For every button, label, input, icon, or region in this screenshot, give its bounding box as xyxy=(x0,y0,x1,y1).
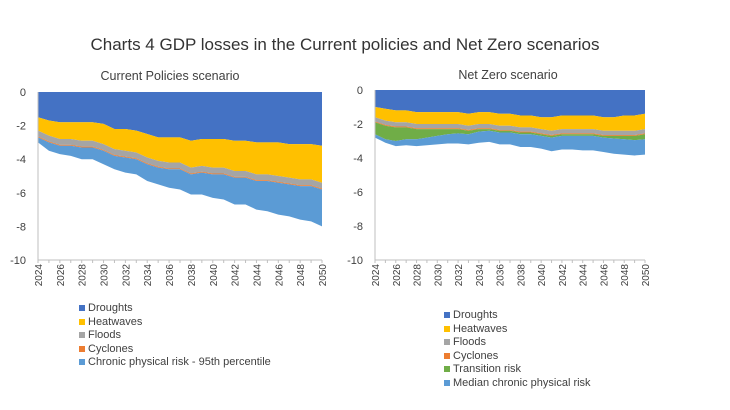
y-tick-label: -4 xyxy=(353,153,363,165)
x-tick-label: 2028 xyxy=(413,264,424,287)
x-tick-label: 2034 xyxy=(475,264,486,287)
legend-label: Median chronic physical risk xyxy=(453,376,591,389)
legend-label: Cyclones xyxy=(88,342,134,355)
x-tick-label: 2032 xyxy=(121,264,132,287)
x-tick-label: 2048 xyxy=(620,264,631,287)
y-tick-label: -10 xyxy=(347,255,363,267)
x-tick-label: 2042 xyxy=(231,264,242,287)
area-heatwaves xyxy=(38,117,322,183)
legend-swatch xyxy=(444,366,450,372)
legend-label: Chronic physical risk - 95th percentile xyxy=(88,356,271,368)
x-tick-label: 2046 xyxy=(599,264,610,287)
x-tick-label: 2036 xyxy=(165,264,176,287)
x-tick-label: 2026 xyxy=(56,264,67,287)
x-tick-label: 2024 xyxy=(371,264,382,287)
y-tick-label: -2 xyxy=(16,121,26,133)
legend-swatch xyxy=(444,352,450,359)
area-droughts xyxy=(375,90,645,118)
y-tick-label: -8 xyxy=(353,221,363,233)
legend-net-zero: Droughts Heatwaves Floods Cyclones Transitio… xyxy=(444,309,674,393)
x-tick-label: 2044 xyxy=(579,264,590,287)
area-floods xyxy=(375,117,645,136)
x-tick-label: 2026 xyxy=(392,264,403,287)
x-tick-label: 2032 xyxy=(454,264,465,287)
y-tick-label: -6 xyxy=(353,187,363,199)
legend-label: Droughts xyxy=(88,302,133,314)
area-floods xyxy=(38,130,322,189)
x-tick-label: 2028 xyxy=(78,264,89,287)
chart-net-zero: Net Zero scenario 0 -2 -4 -6 -8 -10 2024 2026 202… xyxy=(347,68,652,286)
x-tick-label: 2050 xyxy=(641,264,652,287)
legend-swatch xyxy=(79,318,85,325)
area-transition-risk xyxy=(375,122,645,141)
x-tick-label: 2030 xyxy=(100,264,111,287)
legend-swatch xyxy=(79,332,85,338)
x-tick-label: 2024 xyxy=(34,264,45,287)
legend-swatch xyxy=(444,325,450,332)
y-tick-label: 0 xyxy=(357,85,363,97)
y-tick-label: -6 xyxy=(16,188,26,200)
chart-title: Net Zero scenario xyxy=(458,68,557,82)
y-tick-label: -8 xyxy=(16,221,26,233)
legend-swatch xyxy=(79,345,85,352)
legend-swatch xyxy=(444,379,450,386)
figure-title: Charts 4 GDP losses in the Current polic… xyxy=(91,35,600,54)
legend-swatch xyxy=(444,312,450,318)
y-tick-label: 0 xyxy=(20,87,26,99)
legend-swatch xyxy=(444,339,450,345)
x-tick-label: 2048 xyxy=(296,264,307,287)
y-tick-label: -4 xyxy=(16,154,26,166)
chart-current-policies: Current Policies scenario 0 -2 -4 -6 -8 -10 202… xyxy=(10,69,329,286)
x-tick-label: 2036 xyxy=(496,264,507,287)
x-tick-label: 2046 xyxy=(274,264,285,287)
legend-label: Droughts xyxy=(453,309,498,321)
area-median-chronic-physical-risk xyxy=(375,130,645,156)
legend-label: Transition risk xyxy=(453,363,522,375)
legend-label: Heatwaves xyxy=(453,322,508,335)
legend-swatch xyxy=(79,359,85,365)
x-tick-label: 2034 xyxy=(143,264,154,287)
y-tick-label: -10 xyxy=(10,255,26,267)
legend-label: Floods xyxy=(88,329,122,341)
legend-current-policies: Droughts Heatwaves Floods Cyclones Chronic p… xyxy=(79,302,319,386)
x-tick-label: 2040 xyxy=(537,264,548,287)
y-tick-label: -2 xyxy=(353,119,363,131)
legend-label: Floods xyxy=(453,336,487,348)
area-heatwaves xyxy=(375,107,645,131)
x-tick-label: 2038 xyxy=(516,264,527,287)
chart-title: Current Policies scenario xyxy=(101,69,240,83)
x-tick-label: 2030 xyxy=(433,264,444,287)
x-tick-label: 2040 xyxy=(209,264,220,287)
x-tick-label: 2050 xyxy=(318,264,329,287)
legend-label: Cyclones xyxy=(453,349,499,362)
area-droughts xyxy=(38,92,322,146)
x-tick-label: 2042 xyxy=(558,264,569,287)
area-cyclones xyxy=(375,121,645,136)
x-tick-label: 2038 xyxy=(187,264,198,287)
legend-label: Heatwaves xyxy=(88,315,143,328)
x-tick-label: 2044 xyxy=(252,264,263,287)
legend-swatch xyxy=(79,305,85,311)
area-chronic-physical-risk-95th-percentile xyxy=(38,137,322,227)
